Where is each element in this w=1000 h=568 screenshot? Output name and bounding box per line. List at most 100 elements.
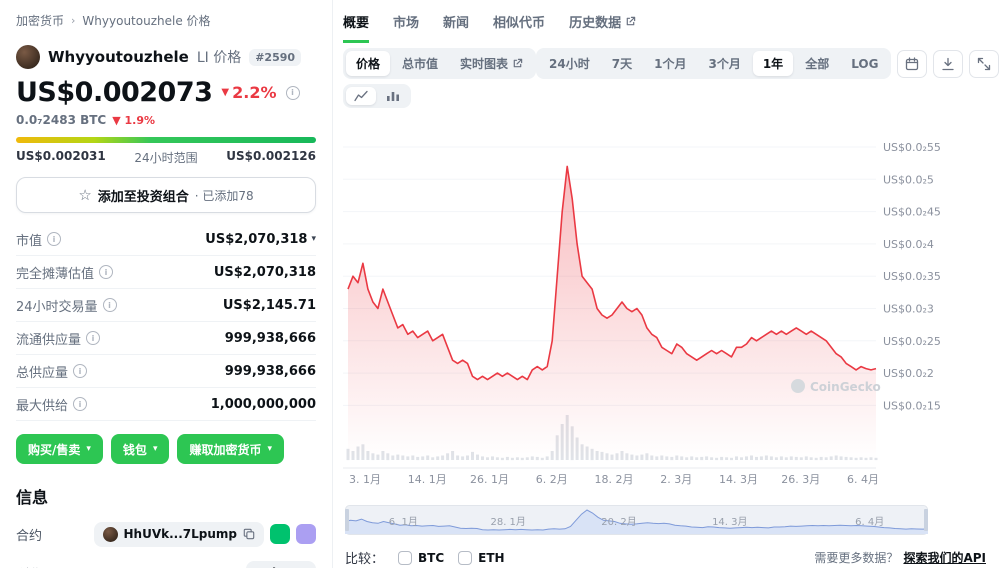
info-icon[interactable] <box>73 397 88 411</box>
svg-text:US$0.0₂5: US$0.0₂5 <box>883 173 934 186</box>
svg-text:6. 4月: 6. 4月 <box>855 516 884 528</box>
svg-text:6. 1月: 6. 1月 <box>389 516 418 528</box>
action-buttons: 购买/售卖 ▾ 钱包 ▾ 赚取加密货币 ▾ <box>16 434 316 464</box>
metric-livechart-button[interactable]: 实时图表 <box>450 51 533 76</box>
range-low: US$0.002031 <box>16 149 106 163</box>
down-triangle-icon: ▼ <box>221 86 230 98</box>
svg-text:2. 3月: 2. 3月 <box>660 473 692 486</box>
svg-text:6. 4月: 6. 4月 <box>847 473 879 486</box>
info-icon[interactable] <box>47 232 62 246</box>
download-icon <box>942 57 955 70</box>
info-icon[interactable] <box>99 265 114 279</box>
btc-change: ▼ 1.9% <box>112 113 156 127</box>
chart-type-toggle <box>343 84 411 108</box>
compare-eth-option[interactable]: ETH <box>458 550 505 565</box>
range-segmented-control: 24小时 7天 1个月 3个月 1年 全部 LOG <box>536 48 892 79</box>
svg-text:26. 3月: 26. 3月 <box>781 473 820 486</box>
range-24h-button[interactable]: 24小时 <box>549 57 590 71</box>
metric-segmented-control: 价格 总市值 实时图表 <box>343 48 537 79</box>
coin-mini-icon <box>102 526 118 542</box>
svg-text:US$0.0₂3: US$0.0₂3 <box>883 303 934 316</box>
contract-label: 合约 <box>16 528 43 544</box>
stat-row-max-supply: 最大供给 1,000,000,000 <box>16 388 316 421</box>
breadcrumb: 加密货币 › Whyyoutouzhele 价格 <box>16 12 316 29</box>
eth-checkbox[interactable] <box>458 550 473 565</box>
breadcrumb-current: Whyyoutouzhele 价格 <box>82 14 211 28</box>
fullscreen-button[interactable] <box>969 49 1000 78</box>
svg-text:28. 1月: 28. 1月 <box>490 516 525 528</box>
coin-sidebar: 加密货币 › Whyyoutouzhele 价格 Whyyoutouzhele … <box>0 0 333 568</box>
svg-text:6. 2月: 6. 2月 <box>536 473 568 486</box>
external-link-icon <box>513 58 523 68</box>
stat-row-volume: 24小时交易量 US$2,145.71 <box>16 289 316 322</box>
contract-address-text: HhUVk...7Lpump <box>123 527 238 541</box>
tab-similar-coins[interactable]: 相似代币 <box>493 16 546 31</box>
fullscreen-icon <box>978 57 991 70</box>
chevron-down-icon: ▾ <box>267 444 273 454</box>
info-icon[interactable] <box>86 331 101 345</box>
tab-markets[interactable]: 市场 <box>393 16 420 31</box>
range-label: 24小时范围 <box>134 151 198 165</box>
svg-text:20. 2月: 20. 2月 <box>601 516 636 528</box>
wallet-button[interactable]: 钱包 ▾ <box>110 434 170 464</box>
coin-avatar <box>16 45 40 69</box>
tab-historical-data[interactable]: 历史数据 <box>569 12 636 43</box>
range-values: US$0.002031 24小时范围 US$0.002126 <box>16 149 316 166</box>
breadcrumb-chevron-icon: › <box>71 14 76 27</box>
svg-text:US$0.0₂35: US$0.0₂35 <box>883 270 941 283</box>
calendar-icon <box>906 56 919 70</box>
svg-text:US$0.0₂2: US$0.0₂2 <box>883 367 934 380</box>
add-to-portfolio-button[interactable]: 添加至投资组合 · 已添加78 <box>16 177 316 213</box>
explorer-row: 浏览器 Solscan <box>16 560 316 568</box>
contract-address-pill[interactable]: HhUVk...7Lpump <box>93 521 264 547</box>
tab-news[interactable]: 新闻 <box>443 16 470 31</box>
metric-marketcap-button[interactable]: 总市值 <box>402 57 439 71</box>
breadcrumb-root[interactable]: 加密货币 <box>16 14 65 28</box>
log-scale-button[interactable]: LOG <box>851 56 879 71</box>
coin-name: Whyyoutouzhele <box>48 48 189 66</box>
svg-text:18. 2月: 18. 2月 <box>595 473 634 486</box>
svg-text:US$0.0₂25: US$0.0₂25 <box>883 335 941 348</box>
btc-price-row: 0.0₇2483 BTC ▼ 1.9% <box>16 113 316 127</box>
svg-text:US$0.0₂4: US$0.0₂4 <box>883 238 934 251</box>
info-icon[interactable] <box>73 364 88 378</box>
chevron-down-icon: ▾ <box>86 444 91 454</box>
info-icon[interactable] <box>102 298 117 312</box>
external-link-icon <box>626 16 636 26</box>
range-controls: 24小时 7天 1个月 3个月 1年 全部 LOG <box>536 48 1000 79</box>
phantom-icon[interactable] <box>296 524 316 544</box>
compare-btc-option[interactable]: BTC <box>398 550 444 565</box>
api-link[interactable]: 探索我们的API <box>903 551 986 565</box>
tab-overview[interactable]: 概要 <box>343 12 370 43</box>
bar-chart-toggle[interactable] <box>378 87 408 105</box>
price-info-icon[interactable] <box>285 85 300 100</box>
chart-controls: 价格 总市值 实时图表 24小时 7天 1个月 3个月 1年 全部 LOG <box>343 48 1000 79</box>
range-7d-button[interactable]: 7天 <box>611 57 633 71</box>
range-3m-button[interactable]: 3个月 <box>708 57 741 71</box>
price-chart[interactable]: US$0.0₂55 US$0.0₂5 US$0.0₂45 US$0.0₂4 US$0.0… <box>343 130 991 490</box>
metric-price-button[interactable]: 价格 <box>346 51 391 76</box>
main-tabs: 概要 市场 新闻 相似代币 历史数据 <box>343 12 636 43</box>
solscan-button[interactable]: Solscan <box>246 561 316 568</box>
copy-icon[interactable] <box>243 528 255 540</box>
range-all-button[interactable]: 全部 <box>805 57 830 71</box>
btc-checkbox[interactable] <box>398 550 413 565</box>
buy-sell-button[interactable]: 购买/售卖 ▾ <box>16 434 103 464</box>
svg-text:US$0.0₂15: US$0.0₂15 <box>883 399 941 412</box>
svg-text:US$0.0₂45: US$0.0₂45 <box>883 206 941 219</box>
range-1m-button[interactable]: 1个月 <box>654 57 687 71</box>
range-high: US$0.002126 <box>226 149 316 163</box>
calendar-button[interactable] <box>897 49 928 78</box>
market-cap-value[interactable]: US$2,070,318 ▾ <box>205 231 316 247</box>
svg-text:US$0.0₂55: US$0.0₂55 <box>883 141 941 154</box>
line-chart-toggle[interactable] <box>346 87 376 105</box>
compare-label: 比较： <box>345 552 385 567</box>
chart-navigator[interactable]: 6. 1月 28. 1月 20. 2月 14. 3月 6. 4月 <box>345 505 928 535</box>
geckoterminal-icon[interactable] <box>270 524 290 544</box>
svg-text:14. 1月: 14. 1月 <box>408 473 447 486</box>
range-1y-button[interactable]: 1年 <box>752 51 794 76</box>
earn-crypto-button[interactable]: 赚取加密货币 ▾ <box>177 434 285 464</box>
info-section-title: 信息 <box>16 488 49 507</box>
download-button[interactable] <box>933 49 964 78</box>
